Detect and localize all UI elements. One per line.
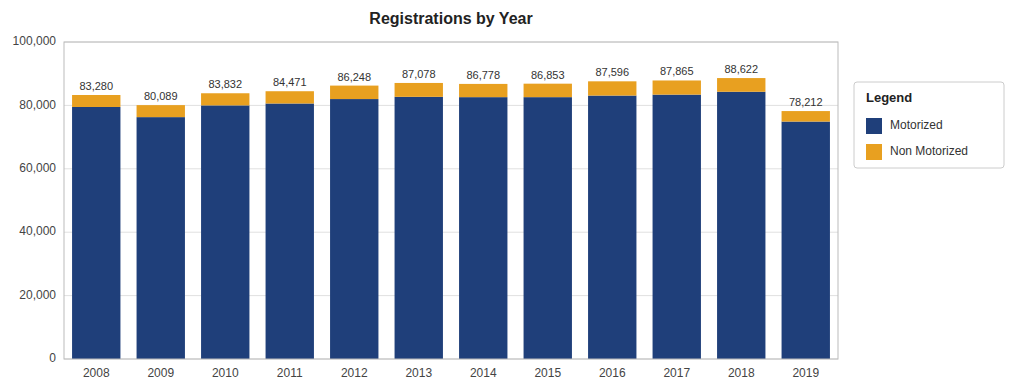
plot-frame bbox=[64, 42, 838, 359]
bar-segment bbox=[717, 92, 765, 359]
y-axis: 0 20,000 40,000 60,000 80,000 100,000 bbox=[13, 34, 57, 365]
bar-segment bbox=[588, 81, 636, 95]
bar-segment bbox=[717, 78, 765, 92]
y-tick-label: 100,000 bbox=[13, 34, 57, 48]
bar-segment bbox=[137, 105, 185, 117]
total-labels: 83,280 80,089 83,832 84,471 86,248 87,078 86,7… bbox=[79, 63, 822, 108]
x-axis: 2008 2009 2010 2011 2012 2013 2014 2015 2016 2017… bbox=[83, 366, 820, 380]
bar-segment bbox=[653, 95, 701, 359]
chart-svg: 0 20,000 40,000 60,000 80,000 100,000 83,280 80… bbox=[0, 0, 1018, 391]
bar-segment bbox=[266, 103, 314, 359]
series bbox=[72, 92, 830, 359]
bar-segment bbox=[137, 117, 185, 359]
bar-segment bbox=[588, 96, 636, 359]
x-tick-label: 2016 bbox=[599, 366, 626, 380]
total-label: 86,853 bbox=[531, 69, 565, 81]
bar-segment bbox=[201, 93, 249, 105]
total-label: 87,078 bbox=[402, 68, 436, 80]
bar-segment bbox=[524, 97, 572, 359]
bar-segment bbox=[201, 105, 249, 359]
bar-segment bbox=[330, 86, 378, 99]
x-tick-label: 2015 bbox=[534, 366, 561, 380]
bar-segment bbox=[459, 97, 507, 359]
x-tick-label: 2012 bbox=[341, 366, 368, 380]
legend-box bbox=[854, 82, 1004, 168]
bars bbox=[72, 78, 830, 359]
bar-segment bbox=[266, 91, 314, 103]
y-tick-label: 80,000 bbox=[19, 98, 56, 112]
bar-segment bbox=[395, 97, 443, 359]
x-tick-label: 2011 bbox=[277, 366, 303, 380]
x-tick-label: 2010 bbox=[212, 366, 239, 380]
total-label: 83,280 bbox=[79, 80, 113, 92]
legend-swatch bbox=[866, 118, 882, 134]
legend-label: Motorized bbox=[890, 118, 943, 132]
plot-background bbox=[64, 42, 838, 359]
total-label: 83,832 bbox=[208, 78, 242, 90]
bar-segment bbox=[395, 83, 443, 97]
x-tick-label: 2019 bbox=[792, 366, 819, 380]
total-label: 87,865 bbox=[660, 65, 694, 77]
series bbox=[72, 78, 830, 121]
x-tick-label: 2017 bbox=[663, 366, 690, 380]
total-label: 86,778 bbox=[466, 69, 500, 81]
y-tick-label: 40,000 bbox=[19, 224, 56, 238]
total-label: 87,596 bbox=[595, 66, 629, 78]
y-tick-label: 20,000 bbox=[19, 288, 56, 302]
chart-title: Registrations by Year bbox=[369, 10, 532, 27]
total-label: 86,248 bbox=[337, 71, 371, 83]
bar-segment bbox=[72, 107, 120, 359]
grid bbox=[64, 42, 838, 359]
bar-segment bbox=[653, 80, 701, 94]
legend: Legend Motorized Non Motorized bbox=[854, 82, 1004, 168]
total-label: 80,089 bbox=[144, 90, 178, 102]
bar-segment bbox=[330, 99, 378, 359]
x-tick-label: 2014 bbox=[470, 366, 497, 380]
bar-segment bbox=[459, 84, 507, 97]
x-tick-label: 2008 bbox=[83, 366, 110, 380]
bar-segment bbox=[524, 84, 572, 97]
total-label: 84,471 bbox=[273, 76, 307, 88]
legend-label: Non Motorized bbox=[890, 144, 968, 158]
legend-title: Legend bbox=[866, 90, 912, 105]
bar-segment bbox=[72, 95, 120, 107]
y-tick-label: 0 bbox=[49, 351, 56, 365]
x-tick-label: 2018 bbox=[728, 366, 755, 380]
total-label: 88,622 bbox=[724, 63, 758, 75]
x-tick-label: 2009 bbox=[147, 366, 174, 380]
total-label: 78,212 bbox=[789, 96, 823, 108]
bar-segment bbox=[782, 122, 830, 359]
y-tick-label: 60,000 bbox=[19, 161, 56, 175]
chart-container: 0 20,000 40,000 60,000 80,000 100,000 83,280 80… bbox=[0, 0, 1018, 391]
bar-segment bbox=[782, 111, 830, 121]
x-tick-label: 2013 bbox=[405, 366, 432, 380]
legend-swatch bbox=[866, 144, 882, 160]
